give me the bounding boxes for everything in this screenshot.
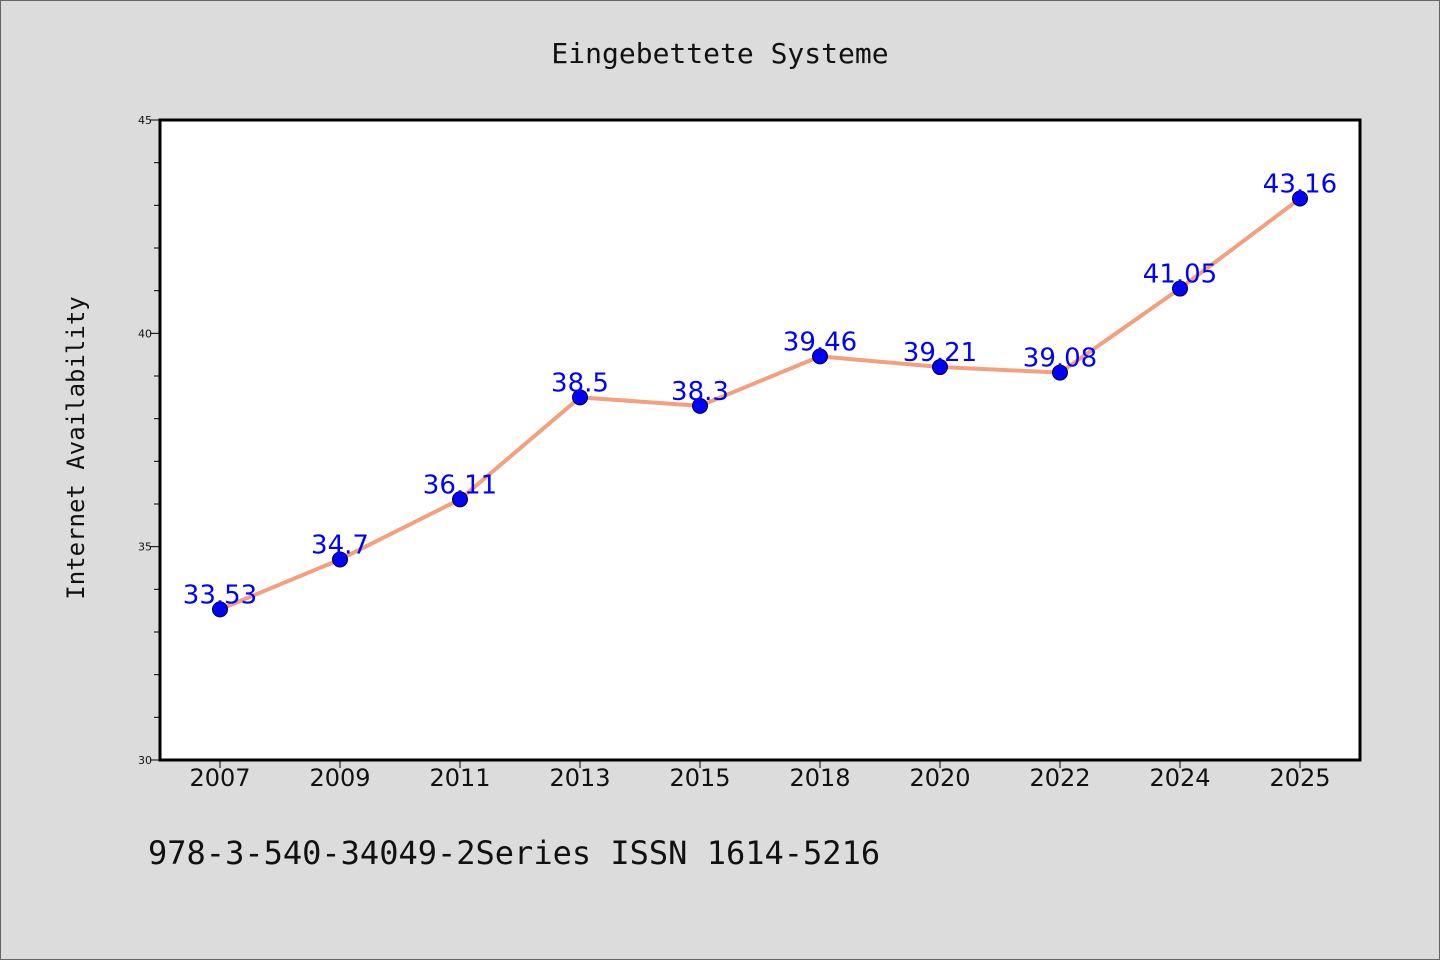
y-tick-label: 40 [138, 327, 152, 340]
series-line-group [218, 196, 1302, 612]
data-point [332, 551, 348, 568]
data-label: 39.08 [1023, 344, 1097, 374]
x-tick-label: 2024 [1149, 764, 1210, 792]
data-point [1292, 190, 1308, 207]
data-point [1172, 280, 1188, 297]
data-point [1052, 364, 1068, 381]
series-markers-group [212, 190, 1308, 618]
x-tick-label: 2011 [429, 764, 490, 792]
chart-title: Eingebettete Systeme [551, 37, 888, 70]
data-point [932, 359, 948, 376]
data-label: 38.3 [671, 377, 729, 407]
axis-ticks: 30 35 40 45 2007 2009 2011 2013 2015 2018 2020 2022… [138, 114, 1331, 792]
data-label: 33.53 [183, 580, 257, 610]
plot-frame [158, 118, 1362, 762]
data-label: 39.46 [783, 327, 857, 357]
x-tick-label: 2013 [549, 764, 610, 792]
data-point [212, 601, 228, 618]
data-label: 39.21 [903, 338, 977, 368]
x-tick-label: 2022 [1029, 764, 1090, 792]
data-labels-group: 33.53 34.7 36.11 38.5 38.3 39.46 39.21 39.08 41.… [183, 170, 1337, 611]
footer-isbn-text: 978-3-540-34049-2Series ISSN 1614-5216 [148, 834, 880, 872]
y-tick-label: 35 [138, 541, 152, 554]
data-label: 36.11 [423, 470, 497, 500]
x-tick-label: 2015 [669, 764, 730, 792]
plot-area [160, 120, 1360, 760]
x-tick-label: 2025 [1269, 764, 1330, 792]
data-point [692, 397, 708, 414]
series-line [218, 196, 1302, 612]
x-tick-label: 2020 [909, 764, 970, 792]
data-point [812, 348, 828, 365]
x-tick-label: 2007 [189, 764, 250, 792]
y-axis-label: Internet Availability [62, 296, 90, 599]
x-tick-label: 2009 [309, 764, 370, 792]
data-label: 41.05 [1143, 260, 1217, 290]
data-label: 43.16 [1263, 170, 1337, 200]
data-label: 34.7 [311, 530, 369, 560]
data-point [452, 491, 468, 508]
y-tick-label: 30 [138, 754, 152, 767]
x-tick-label: 2018 [789, 764, 850, 792]
y-tick-label: 45 [138, 114, 152, 127]
data-label: 38.5 [551, 368, 609, 398]
data-point [572, 389, 588, 406]
